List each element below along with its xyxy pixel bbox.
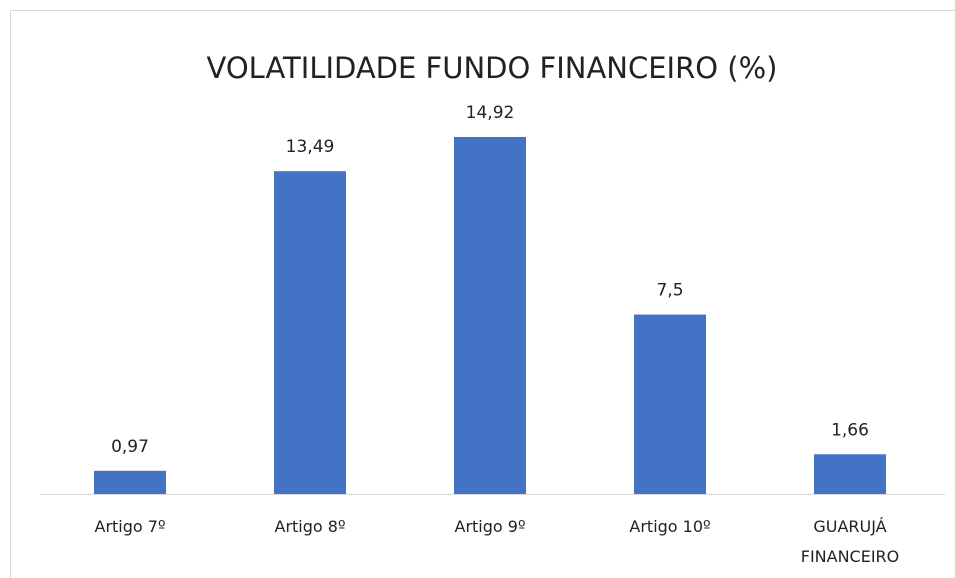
bar bbox=[454, 136, 526, 494]
x-tick-label: Artigo 8º bbox=[274, 517, 346, 536]
bar bbox=[814, 454, 886, 494]
data-label: 7,5 bbox=[656, 281, 683, 301]
bar bbox=[274, 171, 346, 494]
chart-border bbox=[10, 10, 955, 578]
x-tick-label: Artigo 9º bbox=[454, 517, 526, 536]
data-label: 13,49 bbox=[286, 137, 335, 157]
data-label: 1,66 bbox=[831, 420, 869, 440]
bar bbox=[94, 470, 166, 494]
chart-title: VOLATILIDADE FUNDO FINANCEIRO (%) bbox=[206, 51, 777, 85]
x-tick-label: Artigo 10º bbox=[629, 517, 711, 536]
x-tick-label: GUARUJÁ FINANCEIRO bbox=[800, 517, 900, 566]
data-label: 0,97 bbox=[111, 437, 149, 457]
x-tick-label: Artigo 7º bbox=[94, 517, 166, 536]
bar bbox=[634, 314, 706, 494]
data-label: 14,92 bbox=[466, 103, 515, 123]
